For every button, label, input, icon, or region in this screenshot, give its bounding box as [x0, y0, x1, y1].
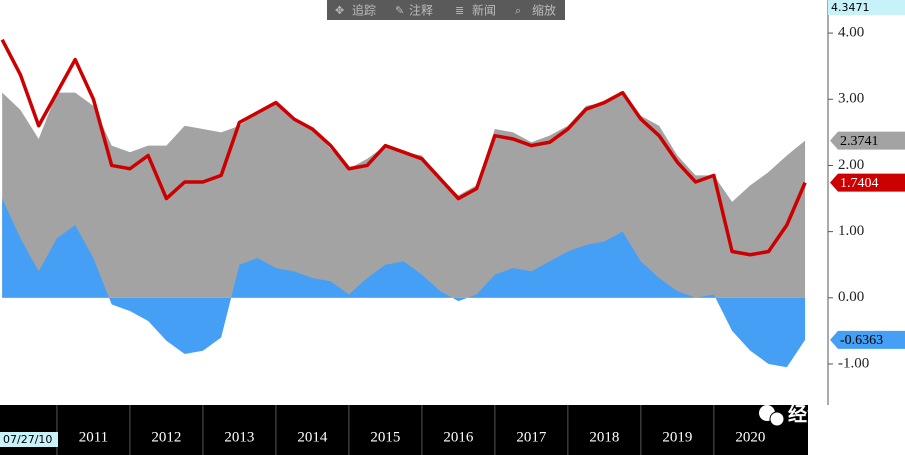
icon: ✥	[335, 4, 344, 17]
watermark-text: 经济机器	[788, 403, 865, 426]
x-tick-label: 2013	[224, 429, 254, 445]
x-axis-strip	[0, 405, 808, 455]
last-value-label: -0.6363	[840, 333, 883, 348]
x-tick-label: 2016	[443, 429, 474, 445]
last-value-label: 1.7404	[840, 176, 879, 191]
toolbar-button[interactable]: 缩放	[532, 3, 556, 18]
crosshair-label-box	[828, 0, 905, 15]
toolbar-button[interactable]: 新闻	[472, 3, 496, 18]
cursor-date-box	[0, 432, 58, 447]
crosshair-label: 4.3471	[831, 1, 870, 14]
line	[0, 38, 807, 257]
toolbar-button[interactable]: 追踪	[352, 3, 376, 18]
x-tick-label: 2014	[297, 429, 328, 445]
x-tick-label: 2020	[735, 429, 765, 445]
last-value-box	[830, 173, 905, 192]
area	[2, 198, 806, 368]
x-tick-label: 2018	[589, 429, 619, 445]
icon: ≣	[455, 4, 464, 17]
y-tick-label: 4.00	[838, 25, 864, 41]
x-tick-label: 2017	[516, 429, 547, 445]
y-tick-label: -1.00	[838, 355, 869, 371]
cursor-date-label: 07/27/10	[3, 433, 52, 446]
y-tick-label: 0.00	[838, 289, 864, 305]
icon: ✎	[395, 4, 404, 17]
last-value-box	[830, 330, 905, 349]
x-tick-label: 2011	[79, 429, 108, 445]
y-tick-label: 3.00	[838, 91, 864, 107]
toolbar-button[interactable]: 注释	[409, 3, 433, 18]
toolbar: 追踪 注释 新闻 缩放 ✥ ✎ ≣ ⌕	[327, 0, 565, 20]
x-tick-label: 2012	[151, 429, 181, 445]
last-value-label: 2.3741	[840, 134, 879, 149]
y-tick-label: 1.00	[838, 223, 864, 239]
x-tick-label: 2019	[662, 429, 692, 445]
wechat-icon	[769, 411, 785, 427]
plot-area	[0, 38, 807, 368]
x-tick-label: 2015	[370, 429, 400, 445]
last-value-box	[830, 131, 905, 150]
icon: ⌕	[515, 4, 521, 17]
watermark: 经济机器	[759, 403, 865, 427]
y-tick-label: 2.00	[838, 157, 864, 173]
toolbar-bg	[327, 0, 565, 20]
